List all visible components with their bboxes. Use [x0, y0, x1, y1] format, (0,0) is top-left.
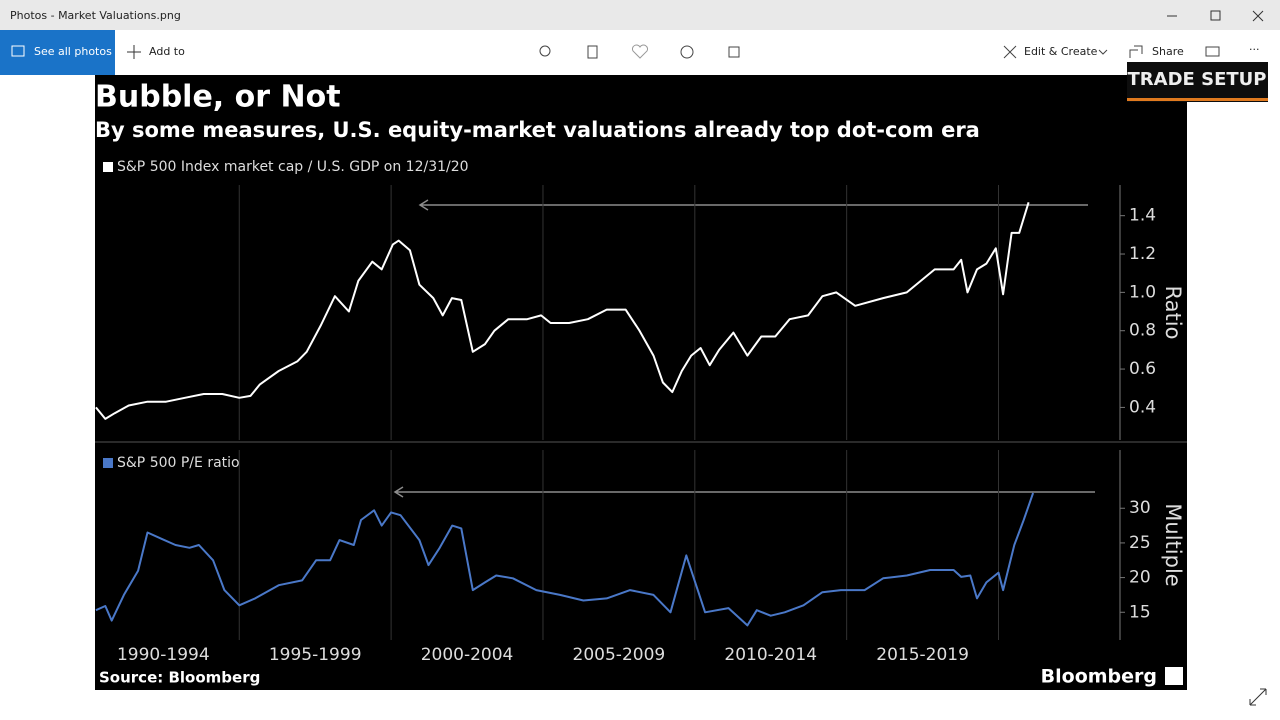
data-line	[95, 492, 1035, 627]
photos-icon	[11, 45, 25, 57]
y-axis-label: Ratio	[1161, 286, 1185, 340]
overlay-text: TRADE SETUP	[1128, 69, 1267, 90]
brand-logo: Bloomberg	[1041, 666, 1157, 688]
restore-button[interactable]	[1210, 10, 1221, 21]
add-icon	[127, 45, 141, 59]
y-tick-label: 0.4	[1129, 397, 1156, 417]
crop-button[interactable]	[728, 46, 740, 58]
dropdown-arrow	[1098, 49, 1108, 55]
y-tick-label: 0.6	[1129, 359, 1156, 379]
y-tick-label: 0.8	[1129, 321, 1156, 341]
y-tick-label: 1.2	[1129, 244, 1156, 264]
x-tick-label: 2010-2014	[724, 645, 817, 665]
legend-swatch	[103, 162, 113, 172]
y-tick-label: 15	[1129, 602, 1151, 622]
reference-arrow	[418, 199, 1088, 211]
y-tick-label: 1.0	[1129, 282, 1156, 302]
brand-icon	[1165, 667, 1183, 685]
fullscreen-button[interactable]	[1249, 688, 1267, 706]
y-tick-label: 20	[1129, 568, 1151, 588]
chart-area: Bubble, or Not By some measures, U.S. eq…	[95, 80, 1187, 688]
toolbar	[0, 30, 1280, 75]
delete-button[interactable]	[587, 45, 598, 59]
share-button[interactable]: Share	[1152, 45, 1184, 58]
source-note: Source: Bloomberg	[99, 669, 260, 687]
x-tick-label: 1995-1999	[269, 645, 362, 665]
x-tick-label: 1990-1994	[117, 645, 210, 665]
see-all-button[interactable]	[0, 30, 115, 75]
legend-swatch	[103, 458, 113, 468]
rotate-button[interactable]	[680, 45, 694, 59]
x-tick-label: 2015-2019	[876, 645, 969, 665]
title-bar	[0, 0, 1280, 30]
image	[95, 75, 1187, 690]
see-all-label[interactable]: See all photos	[34, 45, 112, 58]
add-to-button[interactable]: Add to	[149, 45, 185, 58]
share-icon	[1129, 45, 1143, 58]
overlay-badge	[1127, 62, 1268, 102]
legend-label: S&P 500 Index market cap / U.S. GDP on 1…	[117, 159, 469, 175]
overlay-underline	[1127, 98, 1268, 101]
y-tick-label: 25	[1129, 533, 1151, 553]
zoom-button[interactable]	[539, 45, 551, 57]
close-button[interactable]	[1252, 10, 1264, 22]
favorite-button[interactable]	[632, 44, 648, 59]
print-button[interactable]	[1205, 46, 1220, 57]
edit-icon	[1003, 45, 1017, 59]
more-button[interactable]: ···	[1249, 43, 1260, 56]
chart-subtitle: By some measures, U.S. equity-market val…	[95, 118, 980, 142]
y-tick-label: 30	[1129, 498, 1151, 518]
x-tick-label: 2005-2009	[573, 645, 666, 665]
y-axis-label: Multiple	[1161, 503, 1185, 586]
data-line	[95, 202, 1030, 420]
legend-label: S&P 500 P/E ratio	[117, 455, 240, 471]
y-tick-label: 1.4	[1129, 206, 1156, 226]
window-title: Photos - Market Valuations.png	[10, 9, 181, 22]
x-tick-label: 2000-2004	[421, 645, 514, 665]
edit-create-button[interactable]: Edit & Create	[1024, 45, 1098, 58]
chart-title: Bubble, or Not	[95, 80, 341, 115]
reference-arrow	[393, 486, 1095, 498]
